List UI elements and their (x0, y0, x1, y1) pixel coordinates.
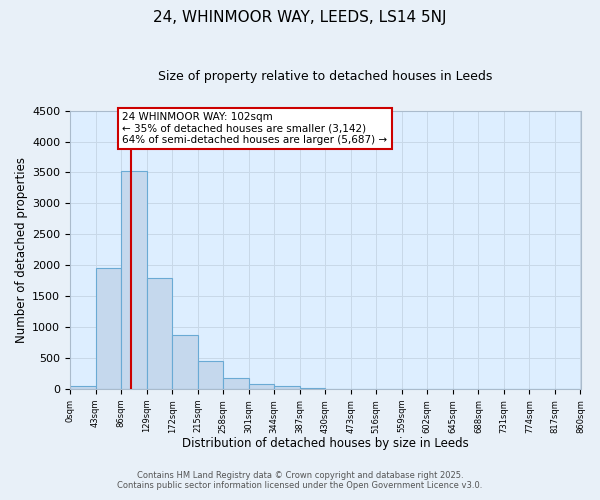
Bar (300, 388, 325, 389)
Bar (248, 384, 274, 389)
Bar (172, 336, 197, 389)
Bar (70, 386, 95, 389)
X-axis label: Distribution of detached houses by size in Leeds: Distribution of detached houses by size … (182, 437, 469, 450)
Bar (274, 386, 300, 389)
Bar (121, 171, 146, 389)
Bar (95, 268, 121, 389)
Bar (223, 378, 248, 389)
Title: Size of property relative to detached houses in Leeds: Size of property relative to detached ho… (158, 70, 493, 83)
Y-axis label: Number of detached properties: Number of detached properties (15, 157, 28, 343)
Bar (146, 278, 172, 389)
Text: 24 WHINMOOR WAY: 102sqm
← 35% of detached houses are smaller (3,142)
64% of semi: 24 WHINMOOR WAY: 102sqm ← 35% of detache… (122, 112, 388, 145)
Bar (197, 360, 223, 389)
Text: Contains HM Land Registry data © Crown copyright and database right 2025.
Contai: Contains HM Land Registry data © Crown c… (118, 470, 482, 490)
Text: 24, WHINMOOR WAY, LEEDS, LS14 5NJ: 24, WHINMOOR WAY, LEEDS, LS14 5NJ (153, 10, 447, 25)
